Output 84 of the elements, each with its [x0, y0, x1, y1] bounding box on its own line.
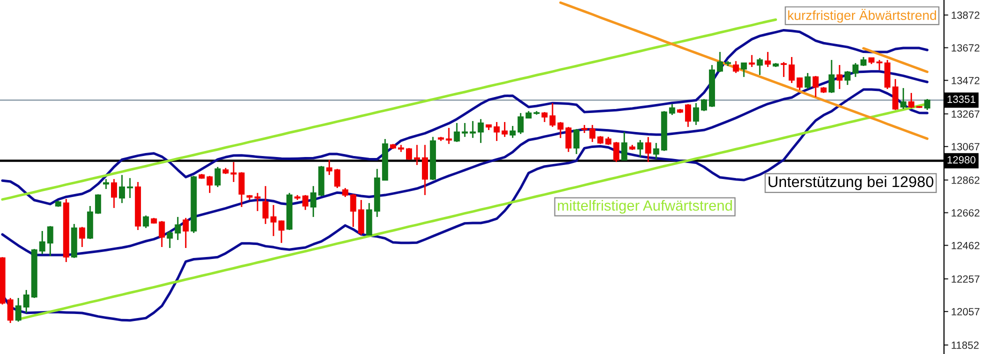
candlestick — [310, 185, 316, 218]
candlestick — [796, 76, 803, 91]
annotation: Unterstützung bei 12980 — [768, 176, 934, 190]
y-tick-label: 12257 — [952, 275, 980, 283]
candlestick — [844, 70, 851, 86]
candlestick — [230, 161, 237, 183]
candlestick — [908, 92, 914, 109]
candlestick — [358, 199, 364, 236]
candlestick — [262, 185, 269, 225]
candlestick — [214, 166, 221, 188]
candlestick — [406, 147, 412, 161]
candlestick — [542, 111, 548, 123]
candlestick — [7, 297, 14, 324]
y-tick-label: 13672 — [952, 44, 980, 52]
candlestick — [613, 141, 620, 163]
candlestick — [270, 204, 276, 237]
line-series — [862, 47, 929, 74]
candlestick — [685, 103, 692, 128]
annotation: mittelfristiger Aufwärtstrend — [558, 200, 732, 214]
candlestick — [804, 72, 811, 90]
y-tick-label: 13872 — [952, 12, 980, 19]
candlestick — [924, 98, 930, 111]
ref-line-label: 12980 — [948, 156, 976, 164]
candlestick — [557, 121, 564, 139]
candlestick — [550, 102, 556, 128]
y-tick-label: 12462 — [952, 242, 980, 250]
candlestick — [454, 122, 460, 143]
candlestick — [565, 126, 572, 153]
candlestick — [23, 289, 30, 314]
candlestick — [79, 226, 86, 248]
candlestick — [836, 64, 843, 90]
candlestick — [446, 127, 452, 145]
candlestick — [174, 216, 181, 241]
candlestick — [126, 177, 133, 199]
candlestick — [278, 220, 284, 244]
candlestick — [812, 75, 819, 98]
candlestick — [182, 217, 189, 249]
candlestick — [573, 128, 580, 155]
candlestick — [414, 144, 420, 166]
y-tick-label: 11852 — [952, 342, 979, 349]
candlestick — [637, 139, 644, 158]
y-tick-label: 12057 — [952, 308, 980, 316]
candlestick — [900, 87, 906, 110]
candlestick — [740, 62, 747, 78]
candlestick — [756, 57, 763, 76]
candlestick — [732, 60, 739, 74]
candlestick — [254, 192, 261, 212]
candlestick — [166, 230, 173, 249]
candlestick — [716, 51, 723, 73]
candlestick — [700, 98, 708, 112]
candlestick — [510, 125, 516, 139]
candlestick — [645, 136, 652, 163]
candlestick — [103, 178, 110, 190]
candlestick — [653, 142, 660, 160]
candlestick — [518, 112, 524, 135]
candlestick — [693, 102, 700, 126]
y-tick-label: 13067 — [952, 143, 980, 150]
candlestick — [876, 59, 882, 71]
y-tick-label: 12862 — [952, 176, 980, 184]
candlestick — [828, 59, 835, 94]
ref-line-label: 13351 — [948, 96, 976, 103]
candlestick — [892, 78, 898, 111]
candlestick — [118, 174, 126, 204]
y-tick-label: 13267 — [952, 110, 980, 118]
candlestick — [764, 51, 771, 68]
y-tick-label: 12662 — [952, 209, 980, 217]
annotation: kurzfristiger Äbwärtstrend — [788, 8, 936, 23]
candlestick — [238, 171, 245, 208]
candlestick — [15, 297, 22, 322]
y-tick-label: 13472 — [952, 76, 980, 84]
candlestick — [462, 122, 468, 138]
candlestick — [422, 144, 428, 196]
candlestick — [302, 194, 308, 211]
candlestick — [158, 220, 165, 248]
candlestick — [621, 131, 628, 161]
candlestick — [110, 178, 118, 209]
candlestick — [502, 121, 508, 138]
candlestick — [589, 124, 596, 143]
candlestick — [669, 103, 676, 116]
candlestick — [95, 194, 102, 215]
candlestick — [748, 54, 755, 68]
candlestick — [852, 62, 859, 78]
candlestick — [206, 175, 213, 194]
candlestick — [142, 214, 149, 229]
